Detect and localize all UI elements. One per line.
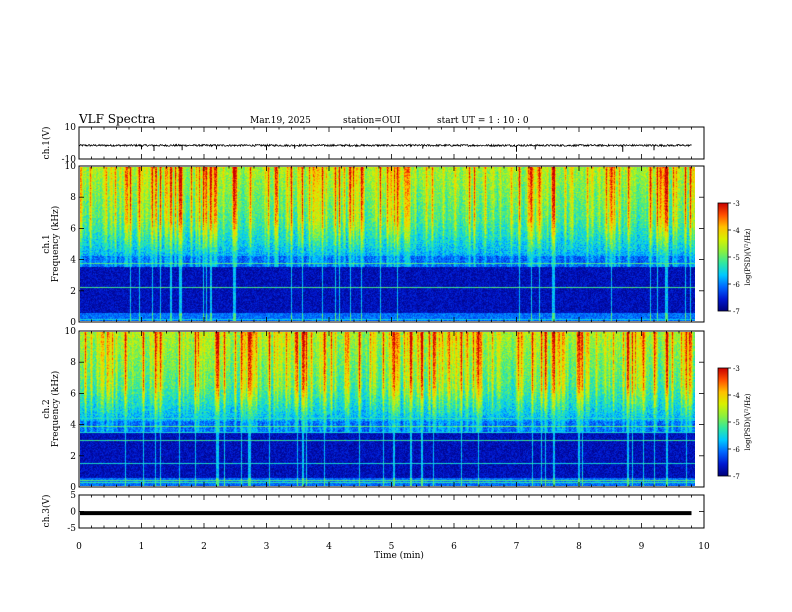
ch1-waveform-trace	[78, 143, 692, 148]
colorbar-tick-label: -7	[733, 308, 740, 316]
y-tick-label: -10	[62, 155, 77, 165]
y-tick-label: 2	[70, 452, 76, 462]
x-tick-label: 6	[451, 542, 457, 552]
x-tick-label: 4	[326, 542, 332, 552]
spectrogram-image-ch2	[80, 332, 695, 486]
colorbar-tick-label: -3	[733, 200, 740, 208]
colorbar-ch1	[717, 202, 729, 312]
colorbar-ch2	[717, 367, 729, 477]
colorbar-tick-label: -7	[733, 473, 740, 481]
x-tick-label: 0	[76, 542, 82, 552]
colorbar-tick-label: -5	[733, 254, 740, 262]
frequency-axis-label: Frequency (kHz)	[50, 371, 61, 448]
y-tick-label: 10	[65, 327, 77, 337]
colorbar-tick-label: -5	[733, 419, 740, 427]
colorbar-tick-label: -4	[733, 227, 740, 235]
y-tick-label: 0	[70, 318, 76, 328]
colorbar-tick-label: -6	[733, 446, 740, 454]
ch2-ylabel: ch.2	[42, 399, 52, 418]
chart-title: VLF Spectra	[79, 112, 156, 126]
ch3-ylabel: ch.3(V)	[41, 495, 52, 528]
colorbar-label: log(PSD)(V²/Hz)	[744, 228, 752, 285]
frequency-axis-label: Frequency (kHz)	[50, 206, 61, 283]
date-label: Mar.19, 2025	[250, 116, 311, 126]
x-tick-label: 5	[389, 542, 395, 552]
x-tick-label: 10	[698, 542, 710, 552]
y-tick-label: 2	[70, 287, 76, 297]
y-tick-label: 4	[70, 421, 76, 431]
y-tick-label: 10	[65, 123, 77, 133]
station-label: station=OUI	[343, 116, 401, 126]
x-tick-label: 3	[264, 542, 270, 552]
y-tick-label: 8	[70, 358, 76, 368]
y-tick-label: 0	[70, 508, 76, 518]
colorbar-tick-label: -3	[733, 365, 740, 373]
y-tick-label: 4	[70, 256, 76, 266]
y-tick-label: 8	[70, 193, 76, 203]
colorbar-label: log(PSD)(V²/Hz)	[744, 393, 752, 450]
y-tick-label: 5	[70, 491, 76, 501]
x-axis-label: Time (min)	[374, 550, 424, 561]
x-tick-label: 7	[514, 542, 520, 552]
y-tick-label: 0	[70, 483, 76, 493]
spectrogram-image-ch1	[80, 167, 695, 321]
ch1-ylabel: ch.1	[42, 234, 52, 253]
y-tick-label: 6	[70, 389, 76, 399]
y-tick-label: -5	[67, 524, 76, 534]
ch1-ylabel: ch.1(V)	[41, 127, 52, 160]
colorbar-tick-label: -4	[733, 392, 740, 400]
x-tick-label: 9	[639, 542, 645, 552]
colorbar-tick-label: -6	[733, 281, 740, 289]
x-tick-label: 1	[139, 542, 145, 552]
y-tick-label: 10	[65, 162, 77, 172]
x-tick-label: 8	[576, 542, 582, 552]
y-tick-label: 6	[70, 224, 76, 234]
x-tick-label: 2	[201, 542, 207, 552]
start-time-label: start UT = 1 : 10 : 0	[437, 116, 529, 126]
